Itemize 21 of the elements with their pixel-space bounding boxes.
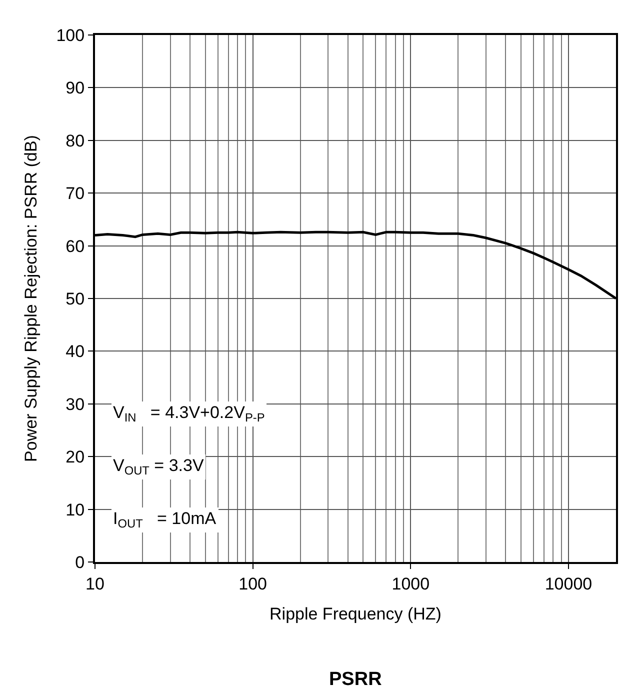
- x-axis-title: Ripple Frequency (HZ): [270, 604, 442, 624]
- y-tick-label: 90: [66, 78, 85, 98]
- x-tick-label: 10: [86, 574, 104, 594]
- y-axis-title: Power Supply Ripple Rejection: PSRR (dB): [21, 135, 40, 462]
- text: PSRR: [329, 669, 382, 690]
- y-tick-label: 50: [66, 289, 85, 308]
- annotation: V$_{IN}$ = 4.3V+0.2V$_{P-P}$: [113, 403, 265, 425]
- y-tick-label: 80: [66, 131, 85, 150]
- x-tick-label: 100: [238, 574, 268, 594]
- y-tick-label: 0: [75, 552, 85, 572]
- annotation: I$_{OUT}$ = 10mA: [113, 509, 217, 531]
- y-tick-label: 100: [56, 26, 85, 45]
- y-tick-label: 70: [66, 184, 85, 204]
- y-tick-label: 30: [66, 394, 85, 414]
- y-tick-label: 20: [66, 448, 85, 467]
- x-tick-label: 1000: [392, 574, 430, 594]
- y-tick-label: 40: [66, 342, 85, 362]
- annotation: V$_{OUT}$ = 3.3V: [113, 456, 204, 478]
- x-tick-label: 10000: [544, 574, 592, 594]
- y-tick-label: 10: [66, 500, 85, 520]
- y-tick-label: 60: [66, 236, 85, 256]
